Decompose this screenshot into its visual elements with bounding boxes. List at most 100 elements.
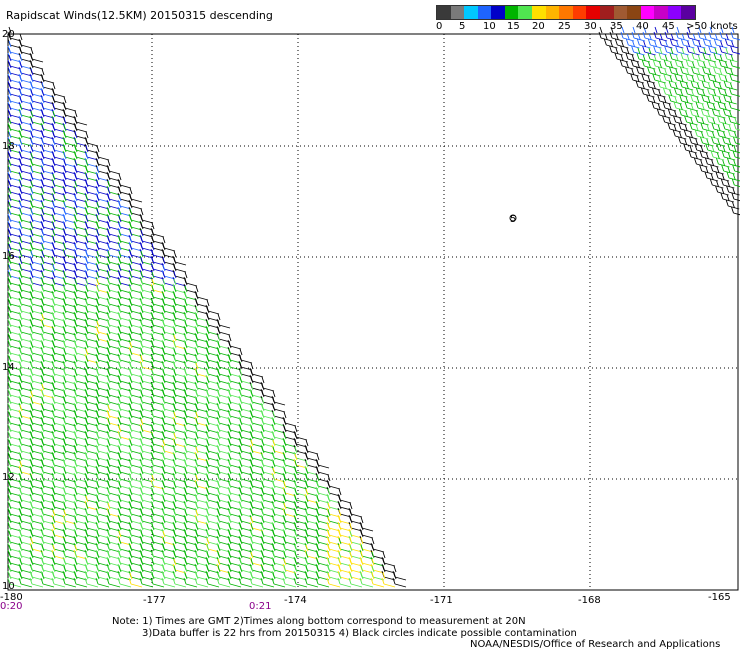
wind-barb (370, 572, 385, 588)
wind-barb (647, 47, 662, 63)
wind-barb (7, 502, 22, 518)
wind-barb (293, 572, 308, 588)
legend-swatch (572, 6, 587, 19)
wind-barb (721, 159, 735, 175)
wind-barb (727, 138, 740, 154)
wind-barb (652, 68, 666, 84)
wind-barb (706, 96, 721, 112)
wind-barb (706, 82, 721, 98)
wind-barb (696, 68, 710, 84)
wind-barb (701, 75, 716, 91)
wind-barb (641, 54, 656, 70)
map-title: Rapidscat Winds(12.5KM) 20150315 descend… (6, 9, 273, 22)
legend-label: 45 (662, 21, 675, 32)
legend-swatch (640, 6, 655, 19)
legend-swatch (667, 6, 682, 19)
wind-barb (7, 187, 22, 203)
wind-barb (7, 453, 22, 469)
wind-barb (51, 572, 66, 588)
lon-label-minus168: -168 (578, 595, 601, 606)
wind-barb (619, 54, 634, 70)
wind-barb (678, 117, 693, 133)
wind-barb (7, 173, 22, 189)
wind-barb (7, 334, 22, 350)
wind-barb (7, 271, 22, 287)
wind-barb (18, 572, 33, 588)
wind-barb (662, 110, 676, 126)
wind-barb (717, 96, 732, 112)
wind-barb (684, 110, 698, 126)
wind-barb (708, 40, 722, 56)
wind-barb (642, 40, 656, 56)
wind-barb (614, 47, 629, 63)
wind-barb (625, 47, 640, 63)
wind-barb (707, 68, 721, 84)
wind-barb (7, 166, 22, 182)
wind-barb (609, 26, 624, 42)
legend-swatch (532, 6, 546, 19)
wind-barb (730, 26, 740, 41)
wind-barb (7, 180, 22, 196)
legend-swatch (586, 6, 600, 19)
wind-barb (673, 110, 687, 126)
wind-barb (704, 152, 719, 168)
wind-barb (689, 117, 704, 133)
wind-barb (684, 82, 699, 98)
wind-barb (646, 75, 661, 91)
wind-barb (194, 572, 209, 588)
wind-barb (733, 131, 740, 145)
wind-barb (359, 572, 374, 588)
wind-barb (722, 117, 737, 133)
wind-barb (699, 145, 714, 161)
wind-barb (728, 96, 740, 111)
wind-barb (315, 572, 330, 588)
wind-barb (701, 89, 715, 105)
wind-barb (658, 61, 672, 77)
wind-barb (691, 61, 705, 77)
wind-barb (720, 173, 735, 189)
wind-barb (337, 572, 352, 588)
lon-label-minus174: -174 (284, 595, 307, 606)
wind-barb (667, 117, 682, 133)
wind-barb (669, 61, 683, 77)
wind-barb (392, 572, 407, 588)
wind-barb (205, 572, 220, 588)
wind-barb (678, 131, 692, 147)
wind-barb (653, 26, 668, 42)
wind-barb (669, 33, 684, 49)
legend-swatch (477, 6, 492, 19)
wind-barb (29, 572, 44, 588)
wind-barb (663, 68, 677, 84)
wind-barb (614, 33, 629, 49)
wind-barb (689, 103, 704, 119)
wind-barb (669, 47, 684, 63)
wind-barb (40, 572, 55, 588)
wind-barb (711, 117, 726, 133)
wind-barb (730, 40, 740, 55)
legend-swatch (613, 6, 628, 19)
wind-barb (733, 117, 740, 131)
wind-barb (726, 166, 740, 182)
wind-barb (7, 152, 22, 168)
wind-barb (128, 572, 143, 588)
lat-label-14: 14 (2, 362, 15, 373)
wind-barb (271, 572, 286, 588)
wind-barb (718, 54, 733, 70)
wind-barb (695, 96, 710, 112)
wind-barb (693, 152, 708, 168)
wind-barb (282, 572, 297, 588)
wind-barb (697, 26, 712, 42)
wind-barb (694, 138, 708, 154)
wind-barb (7, 61, 22, 77)
wind-barb (729, 68, 740, 83)
lon-label-minus177: -177 (143, 595, 166, 606)
wind-barb (7, 516, 22, 532)
wind-barb (695, 82, 710, 98)
wind-barb (7, 320, 22, 336)
legend-label: 5 (459, 21, 466, 32)
station-marker: 5 (509, 214, 517, 225)
wind-barb (7, 439, 22, 455)
wind-barb (662, 82, 677, 98)
wind-barb (7, 530, 22, 546)
